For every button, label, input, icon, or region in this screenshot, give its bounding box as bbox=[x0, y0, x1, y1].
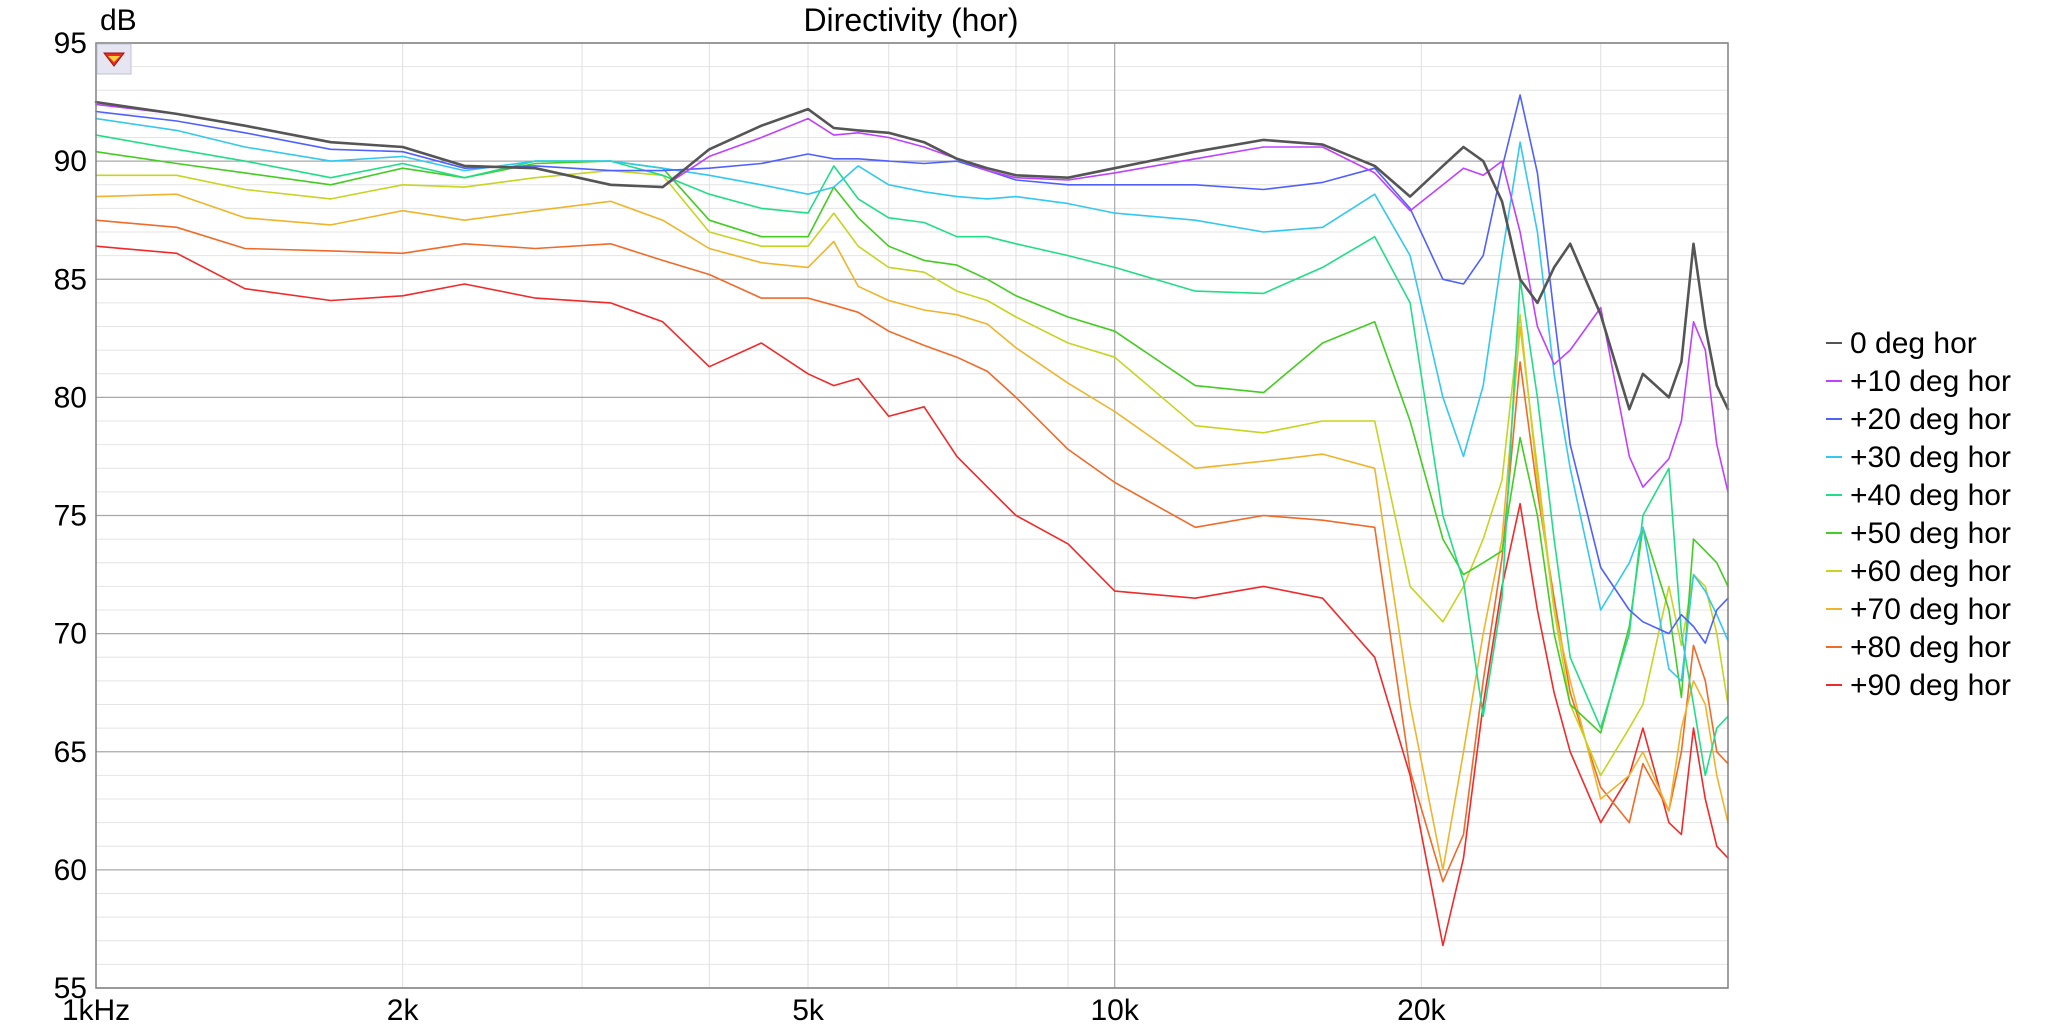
series-line bbox=[95, 94, 1729, 644]
series-line bbox=[94, 100, 1730, 411]
y-tick-label: 65 bbox=[54, 736, 87, 769]
legend-label: +30 deg hor bbox=[1850, 441, 2011, 474]
y-axis-ticks: 95 90 85 80 75 70 65 60 55 bbox=[54, 27, 87, 1005]
y-axis-label: dB bbox=[100, 4, 137, 37]
y-tick-label: 95 bbox=[54, 27, 87, 60]
y-tick-label: 80 bbox=[54, 381, 87, 414]
legend: 0 deg hor +10 deg hor +20 deg hor +30 deg h… bbox=[1826, 327, 2011, 702]
x-tick-label: 20k bbox=[1397, 994, 1446, 1026]
x-axis-ticks: 1kHz 2k 5k 10k 20k bbox=[62, 994, 1447, 1026]
grid-lines bbox=[96, 42, 1728, 989]
plot-frame bbox=[95, 42, 1729, 989]
series-line bbox=[95, 193, 1729, 871]
y-tick-label: 85 bbox=[54, 263, 87, 296]
legend-label: 0 deg hor bbox=[1850, 327, 1977, 360]
y-tick-label: 60 bbox=[54, 854, 87, 887]
x-tick-label: 5k bbox=[792, 994, 825, 1026]
legend-label: +80 deg hor bbox=[1850, 631, 2011, 664]
y-tick-label: 75 bbox=[54, 500, 87, 533]
legend-label: +40 deg hor bbox=[1850, 479, 2011, 512]
series-line bbox=[95, 219, 1729, 883]
series-lines bbox=[94, 94, 1730, 947]
y-tick-label: 55 bbox=[54, 972, 87, 1005]
x-tick-label: 10k bbox=[1091, 994, 1140, 1026]
y-tick-label: 90 bbox=[54, 145, 87, 178]
x-tick-label: 1kHz bbox=[62, 994, 130, 1026]
legend-label: +20 deg hor bbox=[1850, 403, 2011, 436]
legend-label: +50 deg hor bbox=[1850, 517, 2011, 550]
y-tick-label: 70 bbox=[54, 618, 87, 651]
legend-label: +90 deg hor bbox=[1850, 669, 2011, 702]
series-line bbox=[95, 245, 1729, 947]
legend-label: +70 deg hor bbox=[1850, 593, 2011, 626]
logo-icon bbox=[96, 43, 132, 75]
series-line bbox=[95, 150, 1729, 734]
x-tick-label: 2k bbox=[387, 994, 420, 1026]
legend-label: +10 deg hor bbox=[1850, 365, 2011, 398]
series-line bbox=[95, 117, 1729, 682]
legend-label: +60 deg hor bbox=[1850, 555, 2011, 588]
chart-title: Directivity (hor) bbox=[803, 2, 1018, 38]
